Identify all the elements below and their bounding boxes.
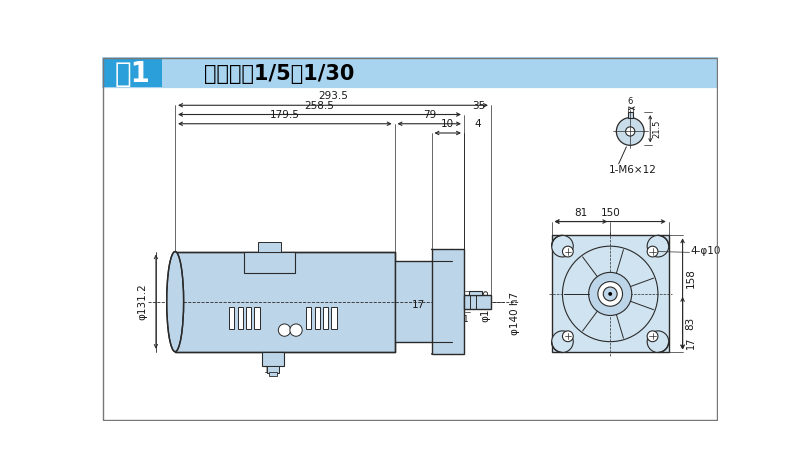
Text: φ140 h7: φ140 h7	[510, 292, 520, 335]
Bar	[431, 249, 464, 354]
Text: 10: 10	[441, 119, 454, 129]
Text: 図1: 図1	[115, 60, 150, 88]
Text: 150: 150	[600, 209, 620, 219]
Bar	[331, 307, 337, 329]
Bar	[628, 112, 633, 118]
Bar	[323, 307, 328, 329]
Circle shape	[598, 281, 622, 306]
Text: 100: 100	[264, 366, 282, 375]
Bar	[552, 236, 669, 352]
Text: 17: 17	[412, 300, 426, 310]
Text: 158: 158	[686, 269, 696, 289]
Text: 28: 28	[472, 291, 484, 301]
Ellipse shape	[166, 252, 184, 351]
Circle shape	[552, 236, 574, 257]
Bar	[238, 307, 243, 329]
Circle shape	[647, 246, 658, 257]
Text: 293.5: 293.5	[318, 91, 348, 101]
Bar	[394, 261, 452, 342]
Bar	[262, 351, 284, 366]
Text: 258.5: 258.5	[305, 101, 334, 111]
Text: 1: 1	[462, 315, 468, 324]
Text: 減速比　1/5～1/30: 減速比 1/5～1/30	[204, 64, 354, 84]
Circle shape	[562, 246, 658, 342]
Text: 22: 22	[472, 302, 484, 312]
Circle shape	[626, 127, 635, 136]
Text: 21.5: 21.5	[653, 120, 662, 138]
Circle shape	[647, 236, 669, 257]
Text: φ131.2: φ131.2	[137, 283, 147, 320]
Bar	[464, 295, 491, 308]
Text: 179.5: 179.5	[270, 110, 300, 120]
Text: 81: 81	[574, 209, 587, 219]
Bar	[314, 307, 320, 329]
Circle shape	[647, 331, 658, 342]
Text: 79: 79	[422, 110, 436, 120]
Bar	[102, 57, 718, 89]
Circle shape	[278, 324, 290, 336]
Circle shape	[589, 272, 632, 315]
Bar	[258, 242, 281, 252]
Bar	[229, 307, 234, 329]
Circle shape	[647, 331, 669, 352]
Text: 83: 83	[686, 316, 696, 330]
Bar	[254, 307, 260, 329]
Text: 4: 4	[474, 119, 481, 129]
Bar	[469, 291, 482, 295]
Text: 4-φ10: 4-φ10	[690, 246, 721, 256]
Bar	[246, 307, 251, 329]
Bar	[306, 307, 311, 329]
Text: 1-M6×12: 1-M6×12	[609, 165, 657, 175]
Circle shape	[603, 287, 617, 301]
Text: 17: 17	[686, 337, 696, 350]
Text: φ19h6: φ19h6	[481, 289, 491, 322]
Circle shape	[290, 324, 302, 336]
Bar	[104, 59, 162, 87]
Circle shape	[552, 331, 574, 352]
Bar	[269, 372, 277, 377]
Text: 35: 35	[472, 101, 486, 111]
Circle shape	[562, 246, 574, 257]
Circle shape	[608, 292, 612, 296]
Circle shape	[562, 331, 574, 342]
Bar	[245, 252, 294, 273]
Text: 6: 6	[627, 97, 633, 106]
Circle shape	[616, 118, 644, 145]
Bar	[175, 252, 394, 351]
Bar	[266, 366, 279, 373]
